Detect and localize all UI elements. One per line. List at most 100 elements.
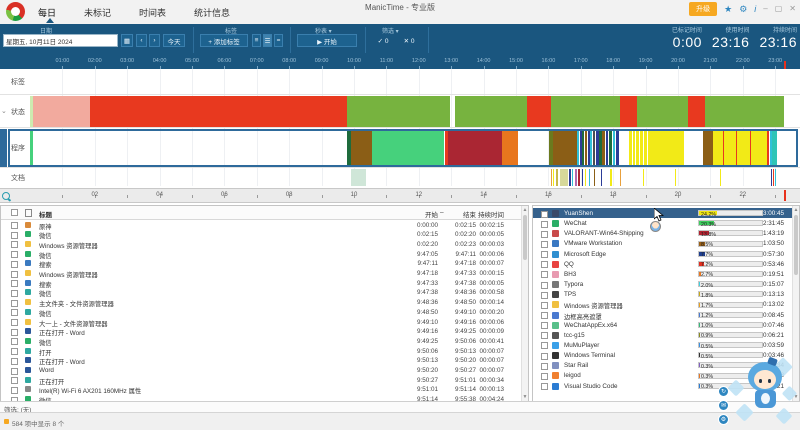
table-row[interactable]: 微信 9:47:05 9:47:11 00:00:06: [1, 249, 520, 260]
activity-segment[interactable]: [30, 96, 34, 127]
activity-segment[interactable]: [575, 169, 577, 186]
activity-segment[interactable]: [750, 129, 767, 167]
application-row[interactable]: QQ 7.2% 0:53:46: [533, 259, 792, 269]
row-checkbox[interactable]: [541, 281, 548, 289]
activity-segment[interactable]: [550, 169, 552, 186]
table-row[interactable]: 微信 9:48:50 9:49:10 00:00:20: [1, 307, 520, 318]
pin-icon[interactable]: ★: [724, 4, 733, 14]
scroll-down-icon[interactable]: ▼: [793, 394, 799, 400]
application-row[interactable]: Windows 资源管理器 1.7% 0:13:02: [533, 299, 792, 310]
row-checkbox[interactable]: [541, 210, 548, 218]
table-row[interactable]: 主文件夹 - 文件资源管理器 9:48:36 9:48:50 00:00:14: [1, 298, 520, 308]
application-row[interactable]: Typora 2.0% 0:15:07: [533, 279, 792, 289]
activity-segment[interactable]: [549, 129, 553, 167]
row-checkbox[interactable]: [11, 280, 18, 288]
activity-segment[interactable]: [629, 129, 632, 167]
activity-segment[interactable]: [553, 169, 555, 186]
table-row[interactable]: 原神 0:00:00 0:02:15 00:02:15: [1, 220, 520, 231]
activity-segment[interactable]: [612, 129, 616, 167]
activity-segment[interactable]: [579, 129, 582, 167]
select-all-checkbox[interactable]: [11, 209, 18, 216]
tab-timesheet[interactable]: 时间表: [139, 8, 167, 18]
row-checkbox[interactable]: [11, 222, 18, 229]
activity-segment[interactable]: [608, 129, 613, 167]
row-checkbox[interactable]: [541, 332, 548, 340]
row-checkbox[interactable]: [11, 357, 18, 365]
activity-segment[interactable]: [559, 169, 569, 186]
activity-segment[interactable]: [578, 169, 580, 186]
activity-segment[interactable]: [584, 169, 587, 186]
row-checkbox[interactable]: [541, 301, 548, 309]
tab-untagged[interactable]: 未标记: [84, 8, 112, 18]
prev-day-button[interactable]: ‹: [136, 34, 147, 47]
row-checkbox[interactable]: [541, 220, 548, 228]
activity-segment[interactable]: [602, 129, 606, 167]
scroll-up-icon[interactable]: ▲: [793, 207, 799, 213]
timeline-track-status[interactable]: [30, 96, 800, 127]
activity-segment[interactable]: [587, 129, 590, 167]
row-checkbox[interactable]: [541, 383, 548, 391]
next-day-button[interactable]: ›: [149, 34, 160, 47]
table-row[interactable]: 微信 0:02:15 0:02:20 00:00:05: [1, 230, 520, 240]
application-row[interactable]: TPS 1.8% 0:13:13: [533, 289, 792, 299]
activity-segment[interactable]: [592, 129, 596, 167]
zoom-magnifier-icon[interactable]: [2, 192, 10, 200]
timeline-row-docs[interactable]: 文档: [0, 169, 800, 186]
minimize-icon[interactable]: –: [763, 4, 768, 13]
stopwatch-start-button[interactable]: ▶ 开始: [297, 34, 357, 47]
filter-check-count[interactable]: ✓ 0: [377, 37, 389, 45]
activity-segment[interactable]: [610, 169, 612, 186]
activity-segment[interactable]: [769, 129, 772, 167]
activity-segment[interactable]: [770, 169, 772, 186]
application-row[interactable]: YuanShen 24.2% 3:00:45: [533, 208, 792, 219]
activity-segment[interactable]: [767, 129, 770, 167]
row-checkbox[interactable]: [541, 362, 548, 370]
row-checkbox[interactable]: [541, 230, 548, 238]
row-checkbox[interactable]: [11, 231, 18, 239]
col-title[interactable]: 标题: [39, 212, 52, 219]
activity-segment[interactable]: [640, 129, 643, 167]
today-button[interactable]: 今天: [163, 34, 185, 47]
activity-segment[interactable]: [616, 129, 620, 167]
row-checkbox[interactable]: [11, 289, 18, 297]
widget-chat-button[interactable]: ✉: [718, 400, 729, 411]
activity-segment[interactable]: [704, 96, 785, 127]
row-checkbox[interactable]: [11, 377, 18, 385]
row-checkbox[interactable]: [11, 328, 18, 336]
application-row[interactable]: MuMuPlayer 0.5% 0:03:59: [533, 340, 792, 350]
expand-chevron-icon[interactable]: ⌄: [1, 108, 7, 115]
row-checkbox[interactable]: [541, 271, 548, 279]
application-row[interactable]: WeChatAppEx.x64 1.0% 0:07:46: [533, 320, 792, 330]
table-row[interactable]: 大一上 - 文件资源管理器 9:49:10 9:49:16 00:00:06: [1, 317, 520, 328]
row-checkbox[interactable]: [541, 251, 548, 259]
col-start[interactable]: 开始: [425, 212, 438, 219]
row-checkbox[interactable]: [11, 241, 18, 249]
scroll-down-icon[interactable]: ▼: [522, 394, 528, 400]
activity-segment[interactable]: [619, 96, 637, 127]
table-row[interactable]: Word 9:50:20 9:50:27 00:00:07: [1, 366, 520, 376]
row-checkbox[interactable]: [11, 348, 18, 356]
activity-segment[interactable]: [577, 129, 580, 167]
calendar-icon[interactable]: ▦: [121, 34, 133, 47]
table-row[interactable]: 正在打开 - Word 9:49:16 9:49:25 00:00:09: [1, 327, 520, 337]
activity-segment[interactable]: [636, 129, 639, 167]
table-row[interactable]: Intel(R) Wi-Fi 6 AX201 160MHz 属性 9:51:01 9…: [1, 385, 520, 395]
activity-segment[interactable]: [600, 169, 602, 186]
row-checkbox[interactable]: [11, 386, 18, 394]
filter-bar[interactable]: 筛选: (无): [0, 401, 800, 414]
activity-segment[interactable]: [675, 169, 677, 186]
activity-segment[interactable]: [712, 129, 724, 167]
activity-segment[interactable]: [582, 129, 585, 167]
row-checkbox[interactable]: [541, 291, 548, 299]
table-row[interactable]: 搜索 9:47:11 9:47:18 00:00:07: [1, 259, 520, 269]
table-row[interactable]: 微信 9:47:38 9:48:36 00:00:58: [1, 288, 520, 298]
activity-segment[interactable]: [605, 129, 609, 167]
row-checkbox[interactable]: [541, 342, 548, 350]
tab-daily[interactable]: 每日: [38, 8, 57, 18]
col-duration[interactable]: 持续时间: [478, 212, 504, 219]
widget-settings-button[interactable]: ⚙: [718, 414, 729, 425]
scroll-up-icon[interactable]: ▲: [522, 207, 528, 213]
timeline-track-tags[interactable]: [30, 69, 800, 94]
activity-segment[interactable]: [595, 129, 599, 167]
